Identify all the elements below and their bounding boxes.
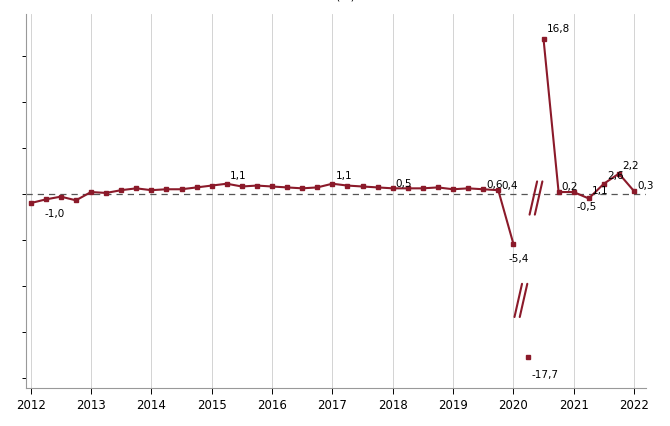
Text: 0,3: 0,3 — [637, 180, 653, 190]
Text: -5,4: -5,4 — [509, 253, 529, 263]
Text: 0,6: 0,6 — [486, 179, 502, 189]
Text: 2,6: 2,6 — [607, 171, 624, 181]
Text: 16,8: 16,8 — [547, 24, 569, 34]
Text: -17,7: -17,7 — [531, 369, 559, 379]
Text: 1,1: 1,1 — [230, 171, 247, 181]
Text: 2,2: 2,2 — [622, 161, 639, 171]
Text: Volumen encadenado. Tasas de variación intertrimestral (%): Volumen encadenado. Tasas de variación i… — [26, 0, 355, 2]
Text: 0,5: 0,5 — [396, 178, 412, 188]
Text: -1,0: -1,0 — [44, 209, 64, 219]
Text: 0,4: 0,4 — [501, 180, 518, 190]
Text: 1,1: 1,1 — [336, 171, 352, 181]
Text: -0,5: -0,5 — [577, 201, 597, 211]
Text: 0,2: 0,2 — [561, 181, 578, 191]
Text: 1,1: 1,1 — [592, 186, 608, 196]
